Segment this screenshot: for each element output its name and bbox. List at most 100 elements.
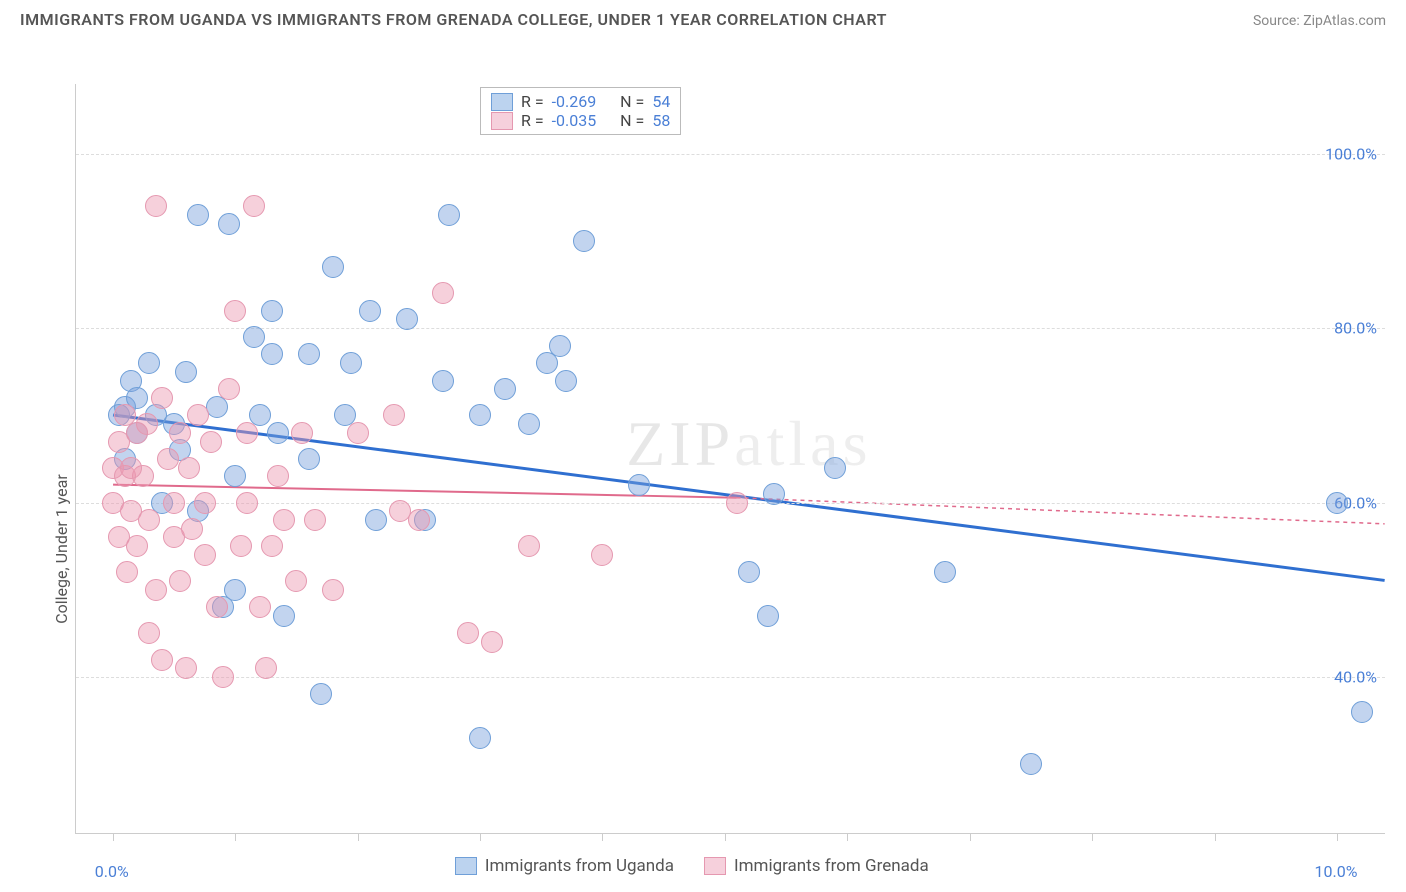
data-point <box>457 622 479 644</box>
y-tick-label: 80.0% <box>1334 319 1377 338</box>
data-point <box>255 657 277 679</box>
data-point <box>757 605 779 627</box>
data-point <box>157 448 179 470</box>
data-point <box>187 204 209 226</box>
data-point <box>243 195 265 217</box>
data-point <box>178 457 200 479</box>
data-point <box>340 352 362 374</box>
data-point <box>261 535 283 557</box>
data-point <box>224 465 246 487</box>
data-point <box>432 282 454 304</box>
data-point <box>383 404 405 426</box>
data-point <box>738 561 760 583</box>
series-legend: Immigrants from Uganda Immigrants from Gr… <box>455 856 929 876</box>
data-point <box>175 361 197 383</box>
x-tick <box>847 833 848 841</box>
legend-row: R = -0.269 N = 54 <box>491 92 670 111</box>
data-point <box>310 683 332 705</box>
x-tick <box>358 833 359 841</box>
gridline <box>76 677 1385 678</box>
data-point <box>249 596 271 618</box>
chart-title: IMMIGRANTS FROM UGANDA VS IMMIGRANTS FRO… <box>20 10 887 29</box>
data-point <box>261 300 283 322</box>
x-tick <box>480 833 481 841</box>
correlation-legend: R = -0.269 N = 54 R = -0.035 N = 58 <box>480 87 681 135</box>
data-point <box>145 579 167 601</box>
data-point <box>591 544 613 566</box>
data-point <box>555 370 577 392</box>
y-axis-label: College, Under 1 year <box>52 474 71 624</box>
trend-lines <box>76 84 1385 833</box>
data-point <box>126 535 148 557</box>
legend-swatch <box>491 93 513 111</box>
data-point <box>151 387 173 409</box>
x-tick <box>235 833 236 841</box>
plot-area: ZIPatlas R = -0.269 N = 54 R = -0.035 N … <box>75 84 1385 834</box>
data-point <box>218 378 240 400</box>
x-tick-label: 0.0% <box>95 862 129 881</box>
y-tick-label: 100.0% <box>1325 144 1377 163</box>
data-point <box>549 335 571 357</box>
data-point <box>1351 701 1373 723</box>
x-tick <box>970 833 971 841</box>
data-point <box>726 492 748 514</box>
data-point <box>175 657 197 679</box>
x-tick <box>1215 833 1216 841</box>
data-point <box>1326 492 1348 514</box>
n-value: 54 <box>652 92 670 111</box>
data-point <box>169 422 191 444</box>
data-point <box>518 413 540 435</box>
data-point <box>438 204 460 226</box>
data-point <box>224 300 246 322</box>
data-point <box>136 413 158 435</box>
r-label: R = <box>521 92 544 111</box>
x-tick-label: 10.0% <box>1315 862 1358 881</box>
data-point <box>200 431 222 453</box>
data-point <box>291 422 313 444</box>
data-point <box>298 343 320 365</box>
data-point <box>267 465 289 487</box>
source-name: ZipAtlas.com <box>1303 13 1386 29</box>
data-point <box>138 352 160 374</box>
legend-row: R = -0.035 N = 58 <box>491 111 670 130</box>
n-value: 58 <box>652 111 670 130</box>
source-label: Source: <box>1253 13 1303 29</box>
data-point <box>230 535 252 557</box>
data-point <box>469 727 491 749</box>
data-point <box>163 492 185 514</box>
data-point <box>181 518 203 540</box>
data-point <box>116 561 138 583</box>
x-tick <box>1092 833 1093 841</box>
x-tick <box>602 833 603 841</box>
data-point <box>573 230 595 252</box>
data-point <box>347 422 369 444</box>
data-point <box>628 474 650 496</box>
data-point <box>236 422 258 444</box>
y-tick-label: 40.0% <box>1334 668 1377 687</box>
data-point <box>408 509 430 531</box>
legend-item: Immigrants from Grenada <box>704 856 929 876</box>
data-point <box>432 370 454 392</box>
legend-swatch <box>704 857 726 875</box>
data-point <box>481 631 503 653</box>
r-value: -0.035 <box>552 111 597 130</box>
data-point <box>138 509 160 531</box>
x-tick <box>113 833 114 841</box>
data-point <box>212 666 234 688</box>
data-point <box>145 195 167 217</box>
data-point <box>359 300 381 322</box>
data-point <box>169 570 191 592</box>
data-point <box>273 509 295 531</box>
legend-swatch <box>491 112 513 130</box>
legend-label: Immigrants from Grenada <box>734 856 929 876</box>
data-point <box>243 326 265 348</box>
legend-item: Immigrants from Uganda <box>455 856 674 876</box>
data-point <box>218 213 240 235</box>
data-point <box>206 596 228 618</box>
data-point <box>763 483 785 505</box>
r-label: R = <box>521 111 544 130</box>
data-point <box>824 457 846 479</box>
data-point <box>151 649 173 671</box>
data-point <box>267 422 289 444</box>
data-point <box>934 561 956 583</box>
